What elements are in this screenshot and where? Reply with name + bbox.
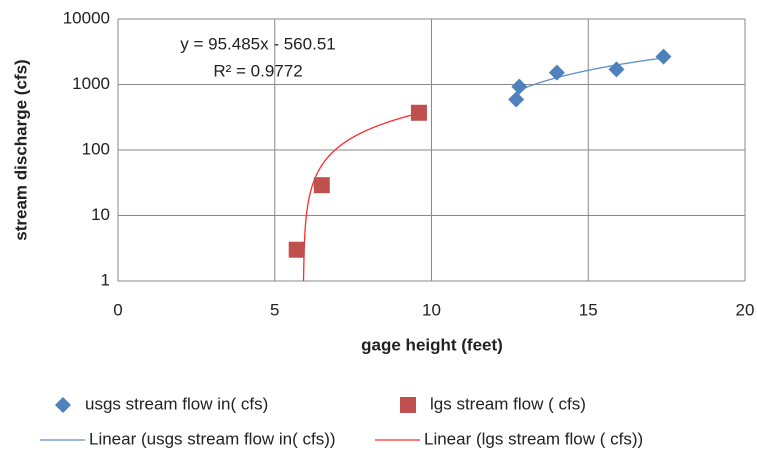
marker [288,241,305,258]
equation: y = 95.485x - 560.51 [180,34,335,53]
legend-label: Linear (usgs stream flow in( cfs)) [89,429,336,448]
marker [655,48,672,65]
marker [608,61,625,78]
x-tick-label: 20 [736,300,755,319]
legend-label: Linear (lgs stream flow ( cfs)) [424,429,643,448]
y-tick-label: 10 [91,205,110,224]
legend-label: lgs stream flow ( cfs) [430,394,586,413]
r-squared: R² = 0.9772 [213,61,302,80]
trendline [515,57,664,93]
marker [410,104,427,121]
y-tick-label: 1000 [72,74,110,93]
x-tick-label: 10 [422,300,441,319]
y-tick-label: 1 [101,270,110,289]
y-axis-title: stream discharge (cfs) [11,59,30,240]
x-axis-title: gage height (feet) [361,335,503,354]
trendline [302,112,420,282]
marker [313,177,330,194]
legend-marker [400,397,416,413]
marker [511,78,528,95]
legend-marker [55,397,71,413]
marker [548,64,565,81]
y-tick-label: 10000 [63,8,110,27]
y-tick-label: 100 [82,139,110,158]
marker [508,91,525,108]
legend-label: usgs stream flow in( cfs) [85,394,268,413]
x-tick-label: 0 [113,300,122,319]
x-tick-label: 5 [270,300,279,319]
x-tick-label: 15 [579,300,598,319]
